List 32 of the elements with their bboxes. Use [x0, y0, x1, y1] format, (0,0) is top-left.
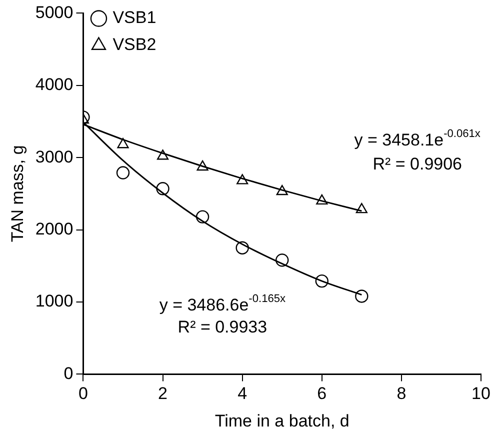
point [356, 202, 368, 214]
y-tick-label: 4000 [35, 75, 74, 94]
x-tick-label: 6 [317, 384, 327, 404]
x-tick-label: 8 [396, 384, 406, 404]
point [355, 290, 368, 303]
point [116, 166, 130, 180]
x-tick-label: 10 [472, 384, 490, 404]
y-tick-label: 5000 [35, 2, 74, 22]
annotation: R² = 0.9933 [178, 318, 268, 337]
point [156, 182, 170, 196]
y-tick-label: 1000 [35, 292, 74, 311]
point [236, 241, 249, 254]
point [156, 150, 169, 160]
y-tick-label: 2000 [35, 219, 74, 238]
y-tick-label: 0 [64, 364, 74, 383]
legend-label: VSB1 [112, 8, 156, 28]
x-tick-label: 2 [158, 384, 168, 404]
x-tick-label: 4 [238, 384, 248, 404]
annotation: R² = 0.9906 [372, 154, 462, 174]
point [196, 160, 208, 171]
y-axis-title: TAN mass, g [8, 145, 27, 242]
x-axis-title: Time in a batch, d [214, 411, 350, 430]
y-tick-label: 3000 [35, 147, 74, 166]
legend-label: VSB2 [112, 35, 156, 54]
point [236, 174, 248, 184]
x-tick-label: 0 [78, 384, 88, 404]
point [276, 184, 288, 196]
point [276, 254, 289, 267]
point [196, 210, 210, 224]
point [315, 274, 328, 288]
point [316, 194, 328, 205]
point [117, 138, 129, 148]
